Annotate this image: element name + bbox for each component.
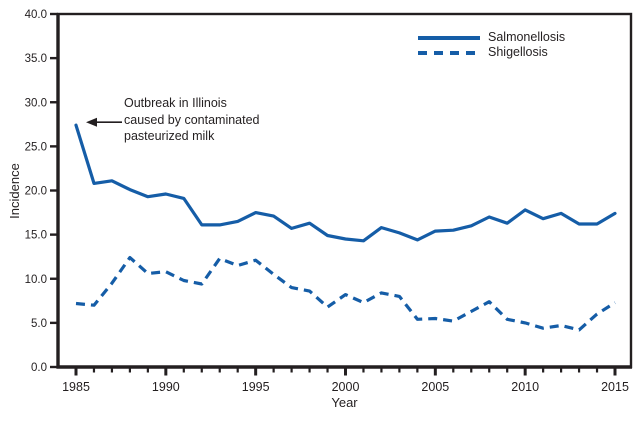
solid-line-swatch (418, 35, 480, 40)
y-tick-label: 35.0 (25, 53, 47, 65)
x-tick-label: 2005 (421, 380, 449, 394)
x-tick-label: 1995 (242, 380, 270, 394)
legend-label-salmonellosis: Salmonellosis (488, 30, 566, 44)
dashed-line-swatch (418, 50, 480, 55)
y-tick-label: 25.0 (25, 141, 47, 153)
x-tick-label: 1990 (152, 380, 180, 394)
x-tick-label: 2015 (601, 380, 629, 394)
x-tick-label: 2010 (511, 380, 539, 394)
legend-item-salmonellosis: Salmonellosis (418, 30, 565, 45)
annotation-arrowhead-icon (86, 117, 97, 127)
annotation-text: Outbreak in Illinois caused by contamina… (124, 96, 260, 143)
y-tick-label: 0.0 (31, 362, 47, 374)
series-line-salmonellosis (74, 123, 617, 243)
y-tick-label: 5.0 (31, 318, 47, 330)
y-tick-label: 15.0 (25, 230, 47, 242)
y-axis-title: Incidence (7, 163, 22, 219)
legend-label-shigellosis: Shigellosis (488, 45, 548, 59)
legend: Salmonellosis Shigellosis (418, 30, 565, 60)
x-tick-label: 1985 (62, 380, 90, 394)
x-tick-label: 2000 (332, 380, 360, 394)
legend-item-shigellosis: Shigellosis (418, 45, 565, 60)
series-line-shigellosis (75, 256, 616, 332)
x-axis-title: Year (331, 395, 358, 410)
plot-border (56, 12, 633, 369)
y-tick-label: 30.0 (25, 97, 47, 109)
y-tick-label: 40.0 (25, 9, 47, 21)
y-tick-label: 20.0 (25, 186, 47, 198)
y-tick-label: 10.0 (25, 274, 47, 286)
